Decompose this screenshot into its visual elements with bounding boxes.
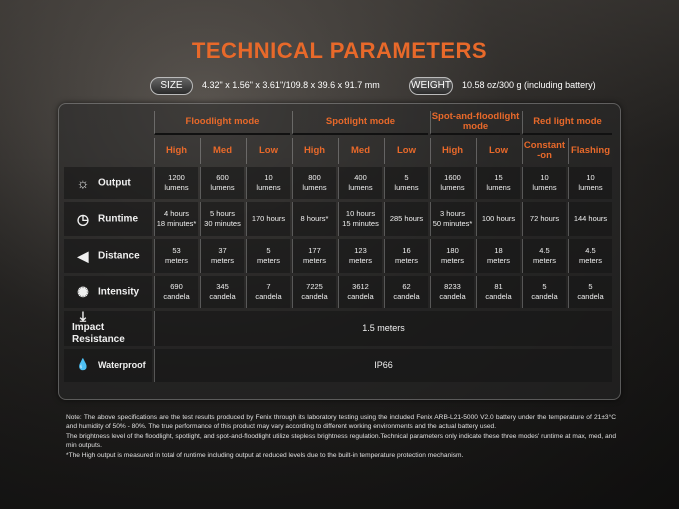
table-cell: 10 hours 15 minutes: [338, 202, 382, 236]
water-icon: 💧: [76, 359, 90, 371]
table-cell: 10 lumens: [568, 167, 612, 199]
table-cell: 7 candela: [246, 276, 290, 308]
clock-icon: ◷: [76, 210, 90, 227]
level-header: Low: [476, 138, 520, 164]
level-header: Low: [384, 138, 428, 164]
table-cell: 16 meters: [384, 239, 428, 273]
spec-table: Floodlight mode Spotlight mode Spot-and-fl…: [62, 108, 614, 385]
sun-icon: ☼: [76, 174, 90, 191]
level-header: Med: [200, 138, 244, 164]
table-cell: 3612 candela: [338, 276, 382, 308]
table-cell: 81 candela: [476, 276, 520, 308]
table-row: ⤓Impact Resistance 1.5 meters: [64, 308, 612, 346]
note-3: *The High output is measured in total of…: [66, 451, 464, 459]
table-cell: 5 meters: [246, 239, 290, 273]
level-header: Constant -on: [522, 138, 566, 164]
table-cell: 690 candela: [154, 276, 198, 308]
table-row: ◷ Runtime 4 hours 18 minutes* 5 hours 30 minu…: [64, 202, 612, 236]
table-cell: 3 hours 50 minutes*: [430, 202, 474, 236]
level-header: Flashing: [568, 138, 612, 164]
table-cell: 285 hours: [384, 202, 428, 236]
table-cell: 180 meters: [430, 239, 474, 273]
level-header: Low: [246, 138, 290, 164]
level-header: High: [154, 138, 198, 164]
impact-value: 1.5 meters: [154, 311, 612, 346]
table-cell: 5 candela: [568, 276, 612, 308]
table-cell: 5 candela: [522, 276, 566, 308]
table-cell: 72 hours: [522, 202, 566, 236]
level-header: Med: [338, 138, 382, 164]
table-cell: 800 lumens: [292, 167, 336, 199]
row-label: Runtime: [98, 213, 138, 225]
size-value: 4.32" x 1.56" x 3.61"/109.8 x 39.6 x 91.…: [202, 80, 380, 90]
table-cell: 5 lumens: [384, 167, 428, 199]
row-label: Distance: [98, 250, 140, 262]
note-1: Note: The above specifications are the t…: [66, 414, 616, 431]
table-cell: 600 lumens: [200, 167, 244, 199]
table-row: 💧 Waterproof IP66: [64, 348, 612, 382]
table-cell: 62 candela: [384, 276, 428, 308]
level-header: High: [430, 138, 474, 164]
intensity-icon: ✺: [77, 283, 89, 300]
table-cell: 10 lumens: [522, 167, 566, 199]
table-cell: 4.5 meters: [522, 239, 566, 273]
table-row: ✺ Intensity 690 candela 345 candela 7 candela 72…: [64, 276, 612, 308]
table-cell: 7225 candela: [292, 276, 336, 308]
table-cell: 345 candela: [200, 276, 244, 308]
group-header: Spot-and-floodlight mode: [430, 111, 520, 135]
table-cell: 18 meters: [476, 239, 520, 273]
table-cell: 170 hours: [246, 202, 290, 236]
table-cell: 53 meters: [154, 239, 198, 273]
level-header: High: [292, 138, 336, 164]
waterproof-value: IP66: [154, 348, 612, 382]
weight-badge: WEIGHT: [409, 77, 453, 95]
group-header: Floodlight mode: [154, 111, 290, 135]
row-label: Intensity: [98, 286, 140, 298]
table-cell: 123 meters: [338, 239, 382, 273]
table-cell: 15 lumens: [476, 167, 520, 199]
table-row: ◀ Distance 53 meters 37 meters 5 meters 177 meter…: [64, 239, 612, 273]
row-label: Impact Resistance: [72, 321, 125, 345]
table-cell: 100 hours: [476, 202, 520, 236]
table-cell: 37 meters: [200, 239, 244, 273]
row-label: Waterproof: [98, 359, 146, 370]
table-cell: 177 meters: [292, 239, 336, 273]
impact-icon: ⤓: [79, 308, 87, 324]
table-cell: 144 hours: [568, 202, 612, 236]
size-badge: SIZE: [150, 77, 193, 95]
table-cell: 1200 lumens: [154, 167, 198, 199]
table-cell: 400 lumens: [338, 167, 382, 199]
weight-value: 10.58 oz/300 g (including battery): [462, 80, 596, 90]
beam-icon: ◀: [77, 247, 89, 264]
table-cell: 4 hours 18 minutes*: [154, 202, 198, 236]
note-2: The brightness level of the floodlight, …: [66, 432, 616, 450]
group-header: Spotlight mode: [292, 111, 428, 135]
table-cell: 5 hours 30 minutes: [200, 202, 244, 236]
table-cell: 8 hours*: [292, 202, 336, 236]
group-header: Red light mode: [522, 111, 612, 135]
table-cell: 1600 lumens: [430, 167, 474, 199]
table-cell: 4.5 meters: [568, 239, 612, 273]
row-label: Output: [98, 177, 131, 189]
table-cell: 10 lumens: [246, 167, 290, 199]
table-row: ☼ Output 1200 lumens 600 lumens 10 lumens 800 lum…: [64, 167, 612, 199]
page-title: TECHNICAL PARAMETERS: [191, 38, 488, 63]
table-cell: 8233 candela: [430, 276, 474, 308]
notes: Note: The above specifications are the t…: [66, 413, 616, 460]
